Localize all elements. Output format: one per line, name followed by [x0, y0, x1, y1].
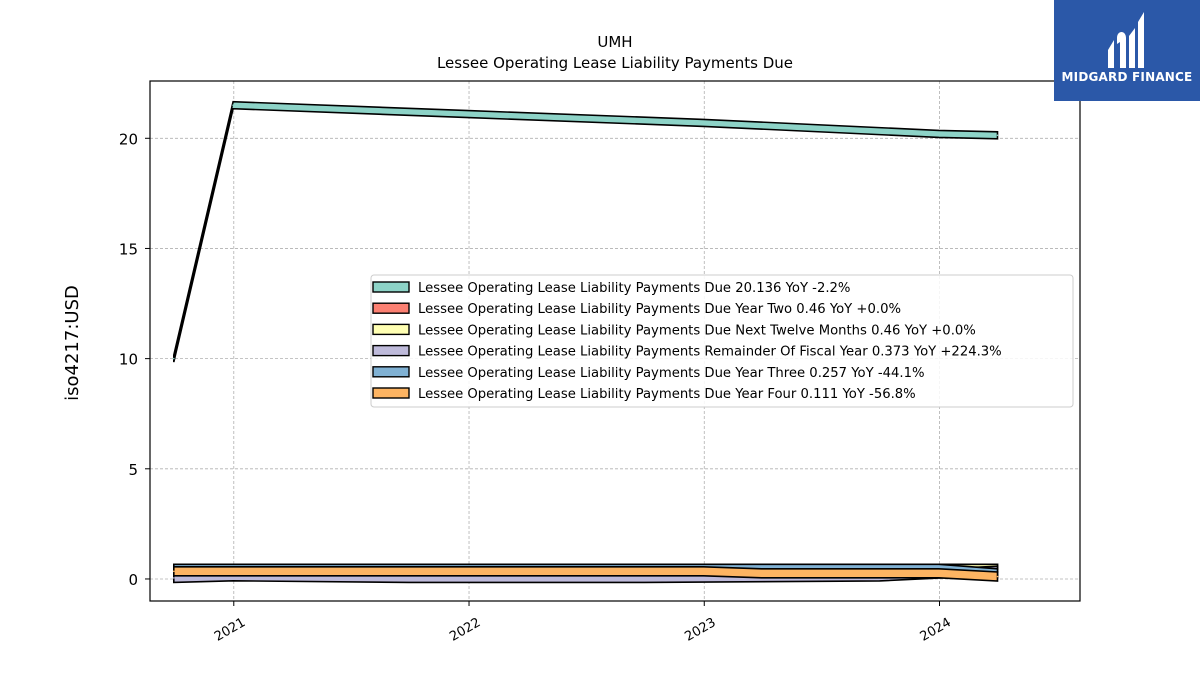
y-tick-label: 5: [128, 461, 138, 479]
y-tick-label: 20: [119, 130, 138, 148]
logo-mark-icon: [1108, 12, 1144, 68]
legend-label: Lessee Operating Lease Liability Payment…: [418, 387, 916, 402]
data-point: [232, 570, 234, 573]
chart-title: UMH: [597, 33, 632, 51]
y-tick-label: 10: [119, 351, 138, 369]
y-axis: 0 5 10 15 20: [119, 130, 150, 589]
data-point: [173, 357, 175, 360]
legend-swatch: [372, 387, 410, 399]
legend-label: Lessee Operating Lease Liability Payment…: [418, 281, 850, 296]
legend-swatch: [372, 323, 410, 336]
x-tick-label: 2022: [447, 615, 483, 645]
x-tick-label: 2023: [682, 615, 718, 645]
legend-label: Lessee Operating Lease Liability Payment…: [418, 302, 901, 317]
y-tick-label: 0: [128, 571, 138, 589]
data-point: [938, 133, 940, 135]
y-axis-label: iso4217:USD: [62, 285, 83, 401]
chart-subtitle: Lessee Operating Lease Liability Payment…: [437, 54, 793, 72]
legend-swatch: [372, 302, 410, 314]
data-point: [408, 577, 410, 579]
legend-swatch: [372, 366, 410, 378]
series-area-5: [173, 565, 999, 582]
legend-label: Lessee Operating Lease Liability Payment…: [418, 345, 1002, 360]
x-tick-label: 2021: [212, 615, 248, 645]
data-point: [467, 570, 470, 573]
data-point: [996, 575, 999, 578]
x-axis: 2021 2022 2023 2024: [212, 601, 954, 645]
data-point: [760, 572, 763, 575]
logo-text: MIDGARD FINANCE: [1061, 70, 1193, 84]
x-tick-label: 2024: [918, 615, 954, 645]
data-point: [232, 104, 234, 106]
brand-logo: MIDGARD FINANCE: [1054, 0, 1200, 101]
data-point: [938, 572, 940, 575]
data-point: [643, 570, 646, 573]
legend-swatch: [372, 281, 410, 293]
legend-label: Lessee Operating Lease Liability Payment…: [418, 366, 925, 381]
data-point: [702, 122, 705, 124]
legend: Lessee Operating Lease Liability Payment…: [370, 274, 1074, 408]
legend-label: Lessee Operating Lease Liability Payment…: [418, 323, 976, 338]
y-tick-label: 15: [119, 240, 138, 258]
legend-swatch: [372, 344, 410, 357]
series-area-0: [173, 100, 999, 363]
plot-frame: [149, 80, 1081, 602]
data-point: [996, 134, 999, 137]
legend-box: [370, 274, 1074, 408]
data-point: [173, 570, 175, 573]
data-point: [643, 577, 646, 579]
series-areas: [173, 100, 999, 584]
data-point: [467, 113, 470, 115]
data-point: [702, 570, 705, 573]
data-point: [173, 577, 175, 579]
